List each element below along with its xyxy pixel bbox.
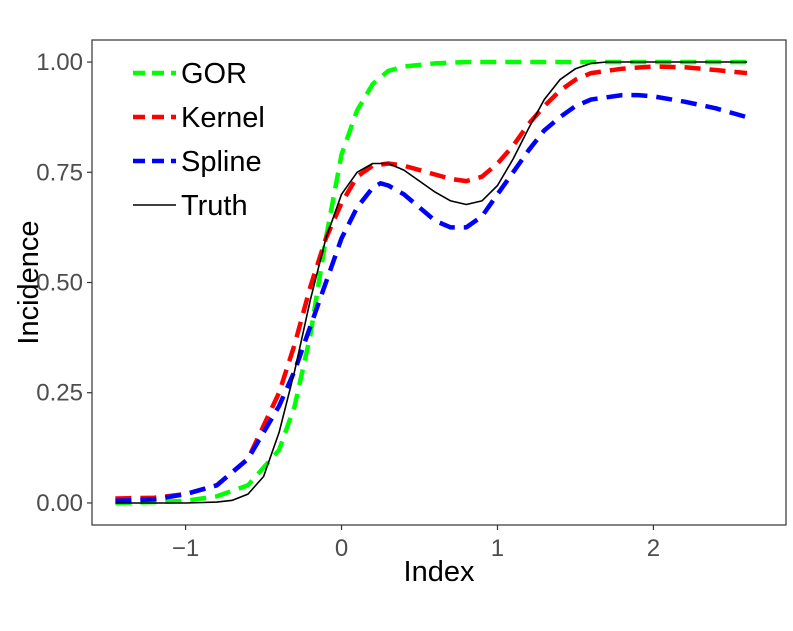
legend-label-spline: Spline xyxy=(181,146,262,178)
x-axis-title: Index xyxy=(404,556,475,588)
y-tick-label: 0.75 xyxy=(36,159,83,186)
x-tick-label: 1 xyxy=(491,535,504,562)
legend: GOR Kernel Spline Truth xyxy=(133,58,265,222)
series-line-kernel xyxy=(115,64,748,501)
legend-label-gor: GOR xyxy=(181,58,247,90)
x-tick-label: 0 xyxy=(335,535,348,562)
series-line-gor xyxy=(115,59,747,506)
series-line-spline xyxy=(115,92,748,504)
x-tick-label: 2 xyxy=(647,535,660,562)
y-axis-title: Incidence xyxy=(13,220,45,344)
series-layer xyxy=(115,59,748,506)
series-line-truth xyxy=(115,61,747,504)
y-tick-label: 0.00 xyxy=(36,490,83,517)
panel-background xyxy=(92,40,786,525)
x-tick-label: −1 xyxy=(172,535,199,562)
y-tick-label: 0.25 xyxy=(36,380,83,407)
axes-layer: 0.00 0.25 0.50 0.75 1.00 −1 0 1 2 xyxy=(36,39,787,562)
legend-label-kernel: Kernel xyxy=(181,102,265,134)
y-tick-label: 0.50 xyxy=(36,270,83,297)
legend-label-truth: Truth xyxy=(181,190,248,222)
plot-area xyxy=(92,40,786,525)
y-tick-label: 1.00 xyxy=(36,49,83,76)
